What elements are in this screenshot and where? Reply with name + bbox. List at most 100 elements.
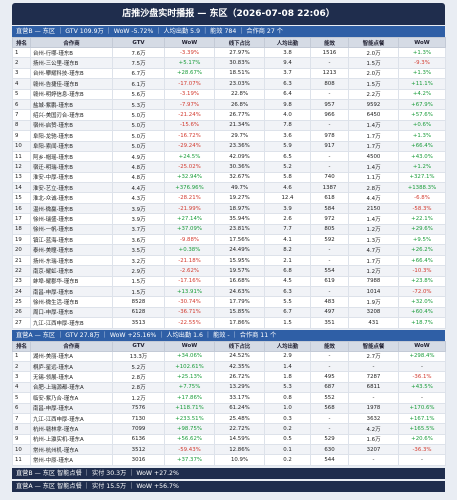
table-cell: 无锡-领展-瑾东A: [30, 371, 113, 383]
table-cell: 6.7: [264, 306, 311, 319]
table-cell: 32.67%: [214, 171, 265, 184]
table-cell: 431: [348, 317, 399, 329]
table-cell: 2.2万: [348, 88, 399, 100]
table-cell: -72.0%: [398, 285, 446, 298]
table-cell: 4.6: [264, 182, 311, 194]
section-header: 直营A — 东区 ｜ GTV 27.8万 ｜ WoW +25.16% ｜ 人均出…: [12, 329, 445, 341]
table-cell: 5.0万: [112, 109, 165, 121]
table-cell: 3.9万: [112, 213, 165, 225]
table-cell: 1213: [310, 67, 349, 80]
table-cell: 13.3万: [112, 350, 165, 362]
table-cell: 42.09%: [214, 150, 265, 163]
table-cell: +24.5%: [164, 150, 215, 163]
table-cell: 0.3: [264, 412, 311, 425]
table-row: 20 泰州-美瞳-瑾东B 3.5万 +0.38% 24.49% 8.2-4.7万 +26.2…: [12, 244, 446, 256]
table-cell: -9.3%: [398, 57, 446, 69]
table-cell: 8528: [112, 296, 165, 308]
table-cell: 24.52%: [214, 350, 265, 362]
table-cell: +56.62%: [164, 433, 215, 446]
table-cell: 7.8: [264, 119, 311, 132]
table-cell: 徐州-瑞盛-瑾东B: [30, 213, 113, 225]
table-cell: 14: [12, 182, 31, 194]
table-cell: 6.8: [264, 265, 311, 277]
table-cell: +32.0%: [398, 296, 446, 308]
table-cell: 2: [12, 57, 31, 69]
table-cell: 绍兴-美国刃合-瑾东B: [30, 109, 113, 121]
table-cell: 25.48%: [214, 412, 265, 425]
table-cell: 5.0万: [112, 140, 165, 152]
table-row: 8 杭州-赣林拿-瑾东A 7099 +98.75% 22.72% 0.2-4.2万 +165…: [12, 423, 446, 435]
table-cell: 淮安-中厚-瑾东B: [30, 171, 113, 184]
table-cell: 1.5万: [112, 285, 165, 298]
table-cell: -: [310, 88, 349, 100]
table-cell: 4.9万: [112, 150, 165, 163]
table-cell: -: [398, 454, 446, 466]
table-cell: 6450: [348, 109, 399, 121]
table-cell: 0.1: [264, 444, 311, 456]
table-cell: 1.9万: [348, 296, 399, 308]
table-cell: 10: [12, 140, 31, 152]
table-cell: +5.17%: [164, 57, 215, 69]
table-row: 19 镇江-蓝海-瑾东B 3.6万 -9.88% 17.56% 4.1 592 1.3万 +9.…: [12, 234, 446, 246]
table-row: 5 赣州-明婷信息-瑾东B 5.6万 -3.19% 22.8% 6.4-2.2万 +4.2%: [12, 88, 446, 100]
table-cell: 3.7: [264, 67, 311, 80]
table-cell: 4.3万: [112, 192, 165, 204]
table-cell: +170.6%: [398, 402, 446, 414]
table-cell: 5: [12, 88, 31, 100]
table-cell: 南昌-申厚-瑾东A: [30, 402, 113, 414]
table-cell: 4: [12, 381, 31, 394]
table-cell: 15.85%: [214, 306, 265, 319]
table-cell: -21.99%: [164, 202, 215, 215]
table-cell: 42.35%: [214, 360, 265, 373]
table-cell: 赣州-明婷信息-瑾东B: [30, 88, 113, 100]
table-cell: 5.2万: [112, 360, 165, 373]
table-cell: 徐州-一帆-瑾东B: [30, 223, 113, 236]
column-header: WoW: [398, 37, 446, 48]
table-cell: 1.4万: [348, 213, 399, 225]
table-cell: 合肥-上瑞源都-瑾东A: [30, 381, 113, 394]
table-cell: +26.2%: [398, 244, 446, 256]
table-cell: 0.8: [264, 392, 311, 404]
table-cell: 9: [12, 130, 31, 142]
table-cell: 南昌-申厚-瑾东B: [30, 285, 113, 298]
table-cell: -: [348, 360, 399, 373]
table-cell: +67.9%: [398, 98, 446, 111]
footer-line: 直营B — 东区 智能点餐 ｜ 实付 30.3万 ｜ WoW +27.2%: [12, 467, 445, 479]
table-cell: 桐庐-星远-瑾东A: [30, 360, 113, 373]
table-cell: 6: [12, 402, 31, 414]
table-cell: +4.2%: [398, 88, 446, 100]
table-cell: 5.8: [264, 171, 311, 184]
table-row: 9 杭州-上瀛实机-瑾东A 6136 +56.62% 14.59% 0.5 529 1.6万 +…: [12, 433, 446, 446]
table-cell: 2.1: [264, 254, 311, 267]
table-cell: +11.1%: [398, 78, 446, 90]
table-cell: 7: [12, 412, 31, 425]
table-cell: 3207: [348, 444, 399, 456]
table-cell: 1.2万: [112, 392, 165, 404]
table-cell: 9.4: [264, 57, 311, 69]
table-cell: -: [310, 57, 349, 69]
table-cell: 3016: [112, 454, 165, 466]
table-cell: +23.8%: [398, 275, 446, 288]
table-cell: 6.4: [264, 88, 311, 100]
table-cell: 3.2万: [112, 254, 165, 267]
table-cell: 4.2万: [348, 423, 399, 435]
table-cell: 9592: [348, 98, 399, 111]
table-cell: 554: [310, 265, 349, 277]
table-row: 6 南昌-申厚-瑾东A 7576 +118.71% 61.24% 1.0 568 1978 +1…: [12, 402, 446, 414]
table-cell: 4: [12, 78, 31, 90]
table-cell: 4500: [348, 150, 399, 163]
table-cell: +20.6%: [398, 433, 446, 446]
table-cell: 3.9: [264, 202, 311, 215]
column-header: WoW: [164, 340, 215, 352]
report: 店推沙盘实时播报 — 东区（2026-07-08 22:06） 直营B — 东区…: [12, 3, 446, 492]
table-cell: 4.4万: [348, 192, 399, 204]
table-cell: 2.8万: [348, 182, 399, 194]
table-row: 3 台州-攀耀科技-瑾东B 6.7万 +28.67% 18.51% 3.7 1213 2.0万…: [12, 67, 446, 80]
table-cell: 23.03%: [214, 78, 265, 90]
table-cell: 1.7万: [348, 140, 399, 152]
table-row: 12 宿迁-明瑞-瑾东B 4.8万 -25.02% 30.36% 5.2-1.4万 +1.2…: [12, 161, 446, 173]
table-cell: +34.06%: [164, 350, 215, 362]
column-header: 排名: [12, 37, 31, 48]
table-row: 1 台州-行哪-瑾东B 7.6万 -3.39% 27.97% 3.8 1516 2.0万 +1.…: [12, 46, 446, 59]
table-cell: 49.7%: [214, 182, 265, 194]
